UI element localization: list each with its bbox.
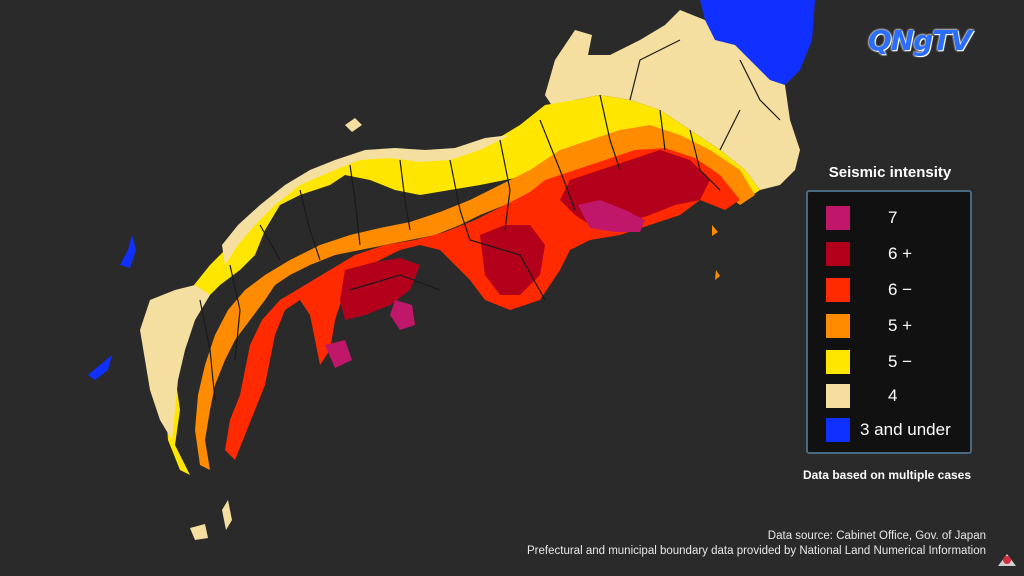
legend-item: 5 + — [826, 314, 912, 338]
legend-label: 5 + — [888, 316, 913, 335]
region-intensity-4-kyushu — [140, 285, 210, 440]
region-intensity-5-upper — [195, 125, 755, 470]
data-source: Data source: Cabinet Office, Gov. of Jap… — [767, 530, 986, 542]
legend-swatch — [826, 418, 850, 442]
legend-item: 7 — [826, 206, 897, 230]
legend-swatch — [826, 350, 850, 374]
legend-title: Seismic intensity — [828, 164, 952, 181]
legend-swatch — [826, 242, 850, 266]
corner-logo-icon — [998, 554, 1016, 566]
region-intensity-6-upper-kii — [480, 225, 545, 295]
island-west-blue — [120, 235, 136, 268]
legend-note: Data based on multiple cases — [802, 468, 972, 482]
legend-label: 3 and under — [860, 420, 951, 439]
region-intensity-7-tokai — [578, 200, 645, 232]
legend-swatch — [826, 384, 850, 408]
legend: 7 6 + 6 − 5 + 5 − 4 3 and under — [806, 190, 972, 454]
legend-label: 6 − — [888, 280, 913, 299]
region-intensity-5-lower-central — [165, 95, 760, 475]
region-intensity-7-shikoku — [390, 300, 415, 330]
boundary-source: Prefectural and municipal boundary data … — [527, 545, 986, 557]
legend-label: 5 − — [888, 352, 913, 371]
legend-label: 7 — [888, 208, 898, 227]
island-izu-2 — [715, 270, 720, 280]
island-tanegashima — [222, 500, 232, 530]
island-yakushima — [190, 524, 208, 540]
legend-label: 4 — [888, 386, 898, 405]
region-intensity-6-upper-shikoku — [340, 258, 420, 320]
region-intensity-7-kochi — [325, 340, 352, 368]
region-noto — [545, 30, 610, 110]
legend-item: 4 — [826, 384, 897, 408]
legend-item: 6 − — [826, 278, 912, 302]
channel-logo: QNgTV — [868, 24, 972, 57]
island-goto-blue — [88, 355, 112, 380]
legend-swatch — [826, 314, 850, 338]
legend-label: 6 + — [888, 244, 913, 263]
logo-text: QNgTV — [868, 24, 972, 57]
island-izu — [712, 225, 718, 236]
legend-swatch — [826, 206, 850, 230]
legend-item: 6 + — [826, 242, 912, 266]
legend-swatch — [826, 278, 850, 302]
region-intensity-4-sanin — [222, 135, 510, 265]
region-intensity-3-under — [700, 0, 815, 85]
island-oki — [345, 118, 362, 132]
prefecture-boundaries — [199, 39, 781, 401]
legend-item: 3 and under — [826, 418, 951, 442]
legend-item: 5 − — [826, 350, 912, 374]
